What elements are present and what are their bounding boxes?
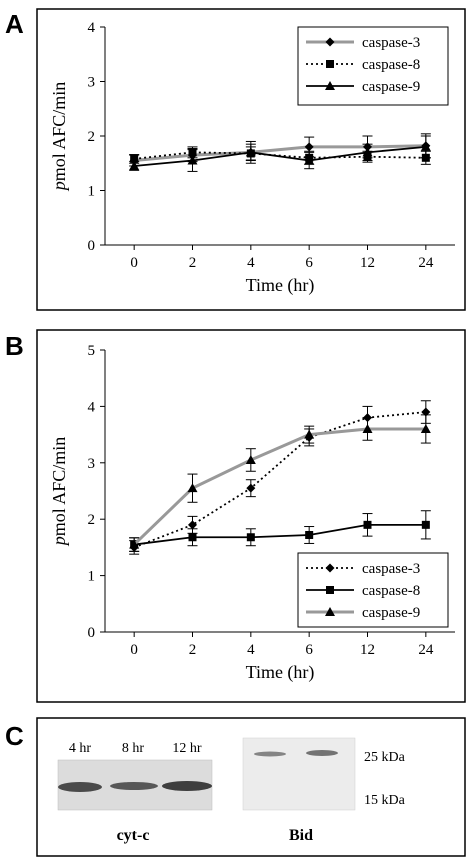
chart-a-legend-label-caspase-8: caspase-8 [362,57,420,73]
chart-b-point-caspase-8 [363,520,372,529]
chart-b-line-caspase-9 [133,427,426,546]
chart-a-y-tick-label: 1 [88,184,96,200]
chart-b-point-caspase-9 [187,483,198,493]
chart-a-legend-marker-caspase-8 [326,60,334,68]
chart-a-line-caspase-9 [134,146,426,167]
chart-b-x-tick-label: 4 [247,642,255,658]
chart-b-legend-label-caspase-3: caspase-3 [362,561,420,577]
panel-c-letter: C [5,721,24,751]
lane-label-8hr: 8 hr [122,741,145,756]
chart-a-legend-marker-caspase-9 [325,81,335,90]
cyt-c-band-12hr [162,781,212,791]
chart-a-x-tick-label: 0 [130,255,138,271]
chart-a-x-tick-label: 6 [305,255,313,271]
chart-a-point-caspase-9 [187,155,198,165]
chart-b-series-caspase-9 [129,414,431,552]
chart-b-legend-label-caspase-9: caspase-9 [362,605,420,621]
lane-label-4hr: 4 hr [69,741,92,756]
chart-b-legend-marker-caspase-3 [325,563,335,573]
panel-b-frame [36,329,466,703]
chart-b-point-caspase-3 [246,483,256,493]
chart-b-line-caspase-8 [134,523,426,546]
chart-a-x-tick-label: 24 [418,255,434,271]
chart-a-y-tick-label: 4 [88,20,96,36]
chart-a-legend-marker-caspase-3 [325,37,335,47]
chart-b-y-tick-label: 4 [88,399,96,415]
chart-b-x-tick-label: 0 [130,642,138,658]
chart-a-x-tick-label: 2 [189,255,197,271]
chart-b-legend: caspase-3 caspase-8 caspase-9 [297,552,449,628]
bid-label: Bid [289,827,313,844]
chart-a-series-caspase-9 [129,135,431,172]
cyt-c-band-4hr [58,782,102,792]
chart-b-point-caspase-9 [304,429,315,439]
bid-band-2 [306,750,338,756]
chart-b-y-tick-label: 2 [88,512,96,528]
chart-b-point-caspase-9 [129,539,140,549]
chart-a-point-caspase-9 [304,155,315,165]
chart-b-y-tick-label: 0 [88,625,96,641]
chart-b-point-caspase-9 [420,423,431,433]
cyt-c-blot [57,759,213,811]
chart-b-point-caspase-9 [362,423,373,433]
chart-b-y-tick-label: 5 [88,343,96,359]
chart-b-x-tick-label: 2 [189,642,197,658]
chart-b-line-caspase-3 [133,411,426,549]
chart-b-y-axis-label: pmol AFC/min [49,437,69,548]
panel-c-frame [36,717,466,857]
cyt-c-band-8hr [110,782,158,790]
chart-b-legend-marker-caspase-9 [325,607,335,616]
chart-a-x-tick-label: 12 [360,255,375,271]
chart-b-series-caspase-8 [129,510,431,552]
chart-a-y-tick-label: 2 [88,129,96,145]
chart-a-y-axis-label: pmol AFC/min [49,82,69,193]
chart-b-point-caspase-9 [245,454,256,464]
chart-a-legend: caspase-3 caspase-8 caspase-9 [297,26,449,106]
chart-b-legend-label-caspase-8: caspase-8 [362,583,420,599]
chart-a-point-caspase-9 [362,147,373,157]
chart-a-point-caspase-3 [304,142,314,152]
chart-b-point-caspase-8 [246,533,255,542]
panel-a-letter: A [5,9,24,39]
chart-b-y-tick-label: 1 [88,569,96,585]
marker-25kda: 25 kDa [364,750,406,765]
chart-b-point-caspase-3 [188,520,197,530]
panel-a-frame [36,8,466,311]
chart-a-legend-label-caspase-9: caspase-9 [362,79,420,95]
chart-b-x-axis-label: Time (hr) [246,662,315,683]
bid-blot [242,737,356,811]
chart-a-point-caspase-9 [245,147,256,157]
chart-b-x-tick-label: 24 [418,642,434,658]
chart-a-point-caspase-8 [130,154,139,163]
chart-a-point-caspase-9 [129,160,140,170]
panel-b-letter: B [5,331,24,361]
chart-b-y-tick-label: 3 [88,456,96,472]
chart-b-point-caspase-8 [188,533,197,542]
cyt-c-label: cyt-c [117,827,150,844]
chart-a-legend-label-caspase-3: caspase-3 [362,35,420,51]
chart-b-point-caspase-8 [305,530,314,539]
chart-b-point-caspase-8 [421,520,430,529]
chart-b-x-tick-label: 12 [360,642,375,658]
chart-a-x-tick-label: 4 [247,255,255,271]
chart-a-point-caspase-9 [420,141,431,151]
bid-band-1 [254,751,286,757]
chart-a-legend-box [297,26,449,106]
panel-c: C 4 hr 8 hr 12 hr cyt-c Bid 25 kDa 15 kD… [5,717,466,857]
chart-a-y-tick-label: 3 [88,75,96,91]
chart-a-x-axis-label: Time (hr) [246,275,315,296]
chart-b-series-caspase-3 [129,400,431,555]
chart-b-x-tick-label: 6 [305,642,313,658]
chart-b-point-caspase-3 [421,407,431,417]
chart-a-y-tick-label: 0 [88,238,96,254]
marker-15kda: 15 kDa [364,793,406,808]
lane-label-12hr: 12 hr [172,741,202,756]
chart-a-line-caspase-3 [134,144,426,163]
chart-b-legend-marker-caspase-8 [326,586,334,594]
